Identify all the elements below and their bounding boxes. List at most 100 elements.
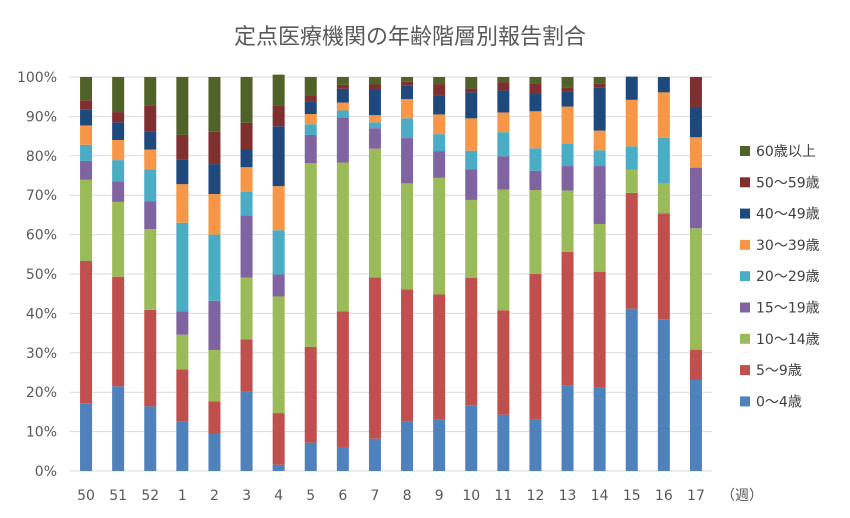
bar-segment	[689, 106, 702, 138]
bar-segment	[497, 310, 510, 415]
bar-segment	[593, 271, 606, 388]
bar-segment	[272, 464, 285, 471]
bar-segment	[144, 149, 157, 170]
bar-segment	[112, 386, 125, 471]
legend-label: 40～49歳	[756, 207, 820, 223]
bar-segment	[112, 181, 125, 202]
bar-segment	[625, 192, 638, 309]
bar-segment	[465, 277, 478, 406]
bar-segment	[240, 77, 253, 123]
bar-segment	[625, 76, 638, 100]
bar-segment	[208, 131, 221, 165]
x-tick-label: 12	[527, 488, 545, 504]
bar-segment	[336, 88, 349, 103]
x-tick-label: 13	[559, 488, 577, 504]
bar-segment	[336, 162, 349, 312]
x-tick-label: 11	[494, 488, 512, 504]
bar-segment	[272, 413, 285, 465]
bar-segment	[465, 77, 478, 89]
bar-segment	[368, 122, 381, 129]
bar-segment	[240, 215, 253, 278]
bar-segment	[529, 170, 542, 191]
bar-segment	[240, 391, 253, 471]
bar-segment	[401, 99, 414, 119]
bar-segment	[401, 421, 414, 471]
legend-swatch	[740, 239, 750, 250]
bar-segment	[240, 191, 253, 216]
bar-segment	[368, 90, 381, 116]
bar-segment	[176, 311, 189, 335]
bar-segment	[240, 339, 253, 392]
legend: 60歳以上 50～59歳 40～49歳 30～39歳 20～29歳 15～19歳 10～14…	[740, 144, 820, 410]
x-axis: 50 51 52 1 2 3 4 5 6 7 8 9 10 11 12 13 14 15 16 17	[77, 488, 705, 504]
legend-swatch	[740, 302, 750, 313]
bar-segment	[401, 118, 414, 139]
legend-label: 30～39歳	[756, 238, 820, 254]
bar-segment	[497, 156, 510, 190]
bar-segment	[561, 106, 574, 144]
bar-segment	[80, 125, 93, 145]
bar-segment	[593, 387, 606, 471]
bar-segment	[401, 81, 414, 86]
bar-segment	[368, 128, 381, 149]
bar-segment	[465, 199, 478, 278]
bar-segment	[625, 169, 638, 193]
bar-segment	[304, 101, 317, 115]
bars	[80, 74, 702, 471]
legend-label: 20～29歳	[756, 269, 820, 285]
bar-segment	[144, 131, 157, 150]
bar-segment	[529, 190, 542, 274]
bar-segment	[208, 234, 221, 301]
bar-segment	[465, 405, 478, 471]
bar-segment	[561, 190, 574, 252]
bar-segment	[433, 95, 446, 115]
bar-segment	[80, 160, 93, 180]
bar-segment	[176, 134, 189, 160]
bar-segment	[176, 184, 189, 223]
bar-segment	[529, 274, 542, 420]
bar-segment	[112, 160, 125, 182]
bar-segment	[208, 164, 221, 195]
bar-segment	[657, 213, 670, 320]
bar-segment	[304, 124, 317, 135]
legend-swatch	[740, 396, 750, 407]
bar-segment	[625, 146, 638, 170]
bar-segment	[368, 148, 381, 278]
bar-segment	[144, 105, 157, 132]
bar-segment	[336, 77, 349, 85]
bar-segment	[272, 230, 285, 275]
bar-segment	[657, 77, 670, 93]
y-tick-label: 40%	[26, 306, 57, 322]
bar-segment	[144, 201, 157, 230]
bar-segment	[529, 419, 542, 471]
y-tick-label: 30%	[26, 346, 57, 362]
bar-segment	[561, 77, 574, 88]
bar-segment	[304, 77, 317, 96]
bar-segment	[112, 122, 125, 141]
bar-segment	[529, 111, 542, 149]
bar-segment	[561, 87, 574, 92]
legend-label: 0～4歳	[756, 394, 802, 410]
bar-segment	[272, 74, 285, 106]
bar-segment	[272, 274, 285, 297]
bar-segment	[689, 77, 702, 107]
bar-segment	[497, 82, 510, 91]
bar-segment	[176, 77, 189, 135]
bar-segment	[497, 132, 510, 157]
bar-segment	[593, 166, 606, 224]
bar-segment	[465, 150, 478, 170]
y-tick-label: 0%	[35, 464, 57, 480]
bar-segment	[497, 414, 510, 471]
bar-segment	[208, 350, 221, 402]
bar-segment	[304, 163, 317, 347]
x-tick-label: 50	[77, 488, 95, 504]
x-tick-label: 16	[655, 488, 673, 504]
bar-segment	[433, 84, 446, 96]
x-tick-label: 5	[306, 488, 315, 504]
bar-segment	[561, 251, 574, 386]
bar-segment	[433, 134, 446, 152]
bar-segment	[657, 182, 670, 214]
bar-segment	[240, 122, 253, 150]
y-tick-label: 60%	[26, 228, 57, 244]
bar-segment	[176, 222, 189, 312]
